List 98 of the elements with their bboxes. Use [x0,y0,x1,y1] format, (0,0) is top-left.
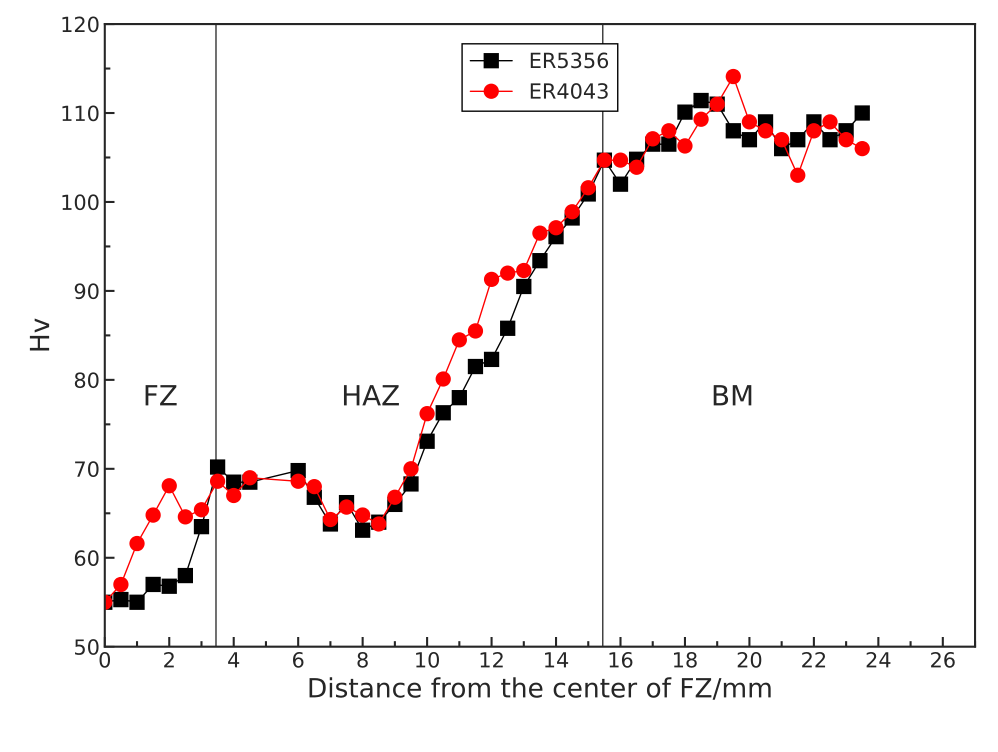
point [532,225,548,241]
point [742,132,758,148]
point [693,112,709,127]
point [178,509,194,524]
point [790,168,806,183]
point [516,262,532,278]
point [822,132,838,148]
y-axis-title: Hv [30,318,50,351]
point [129,594,145,610]
point [113,592,129,608]
point [806,123,822,138]
x-axis-title: Distance from the center of FZ/mm [310,677,771,700]
point [468,323,484,339]
point [452,390,467,406]
x-tick-label: 2 [164,652,174,668]
point [242,470,258,486]
point [162,478,177,494]
y-tick-label: 120 [62,16,99,32]
point [548,220,564,236]
point [436,371,451,387]
x-tick-label: 8 [357,652,368,668]
legend-label: ER5356 [530,52,608,68]
point [146,576,161,592]
annotation: FZ [146,385,177,406]
point [162,578,177,594]
point [758,123,774,138]
point [419,406,435,422]
x-tick-label: 24 [866,652,890,668]
x-tick-label: 16 [610,652,632,668]
point [146,507,161,523]
point [452,332,467,348]
point [726,123,741,138]
x-tick-label: 6 [293,652,304,668]
point [500,320,516,336]
x-tick-label: 12 [480,652,503,668]
point [484,272,500,287]
point [210,474,226,489]
point [628,160,644,175]
point [661,136,676,152]
point [677,104,693,120]
point [661,123,676,138]
x-tick-label: 0 [100,652,110,668]
point [290,474,306,489]
point [403,461,419,476]
point [322,512,338,528]
point [532,253,548,268]
point [693,92,709,108]
annotation: BM [714,385,752,406]
y-tick-label: 70 [75,461,99,478]
y-tick-label: 80 [74,372,99,388]
point [580,180,596,196]
point [790,132,806,148]
point [500,265,516,281]
point [612,176,628,192]
point [387,490,403,505]
point [468,358,484,374]
point [113,576,129,592]
y-tick-label: 100 [62,194,99,210]
point [338,499,354,515]
point [355,522,370,538]
point [774,132,790,148]
point [226,474,242,490]
point [516,278,532,294]
point [194,518,210,534]
point [403,476,419,492]
x-tick-label: 14 [545,652,568,668]
y-tick-label: 50 [75,639,99,655]
y-tick-label: 110 [62,105,99,122]
point [838,132,854,148]
point [854,105,870,121]
point [226,488,242,504]
point [726,68,741,84]
point [612,152,628,168]
x-tick-label: 22 [802,652,826,668]
x-tick-label: 10 [416,652,439,668]
point [436,405,451,420]
legend-label: ER4043 [530,83,608,99]
point [645,131,660,146]
point [129,536,145,552]
point [564,204,580,220]
y-tick-label: 90 [74,283,99,300]
x-tick-label: 4 [228,652,240,668]
point [210,459,226,475]
point [178,568,194,584]
point [742,114,758,130]
point [854,140,870,156]
x-tick-label: 26 [931,652,955,668]
point [419,434,435,449]
y-tick-label: 60 [74,550,99,566]
x-tick-label: 20 [738,652,762,668]
x-tick-label: 18 [674,652,697,668]
annotation: HAZ [344,385,399,406]
point [194,502,210,518]
point [355,507,370,523]
point [306,478,322,494]
point [677,138,693,154]
point [484,352,500,368]
point [822,114,838,130]
